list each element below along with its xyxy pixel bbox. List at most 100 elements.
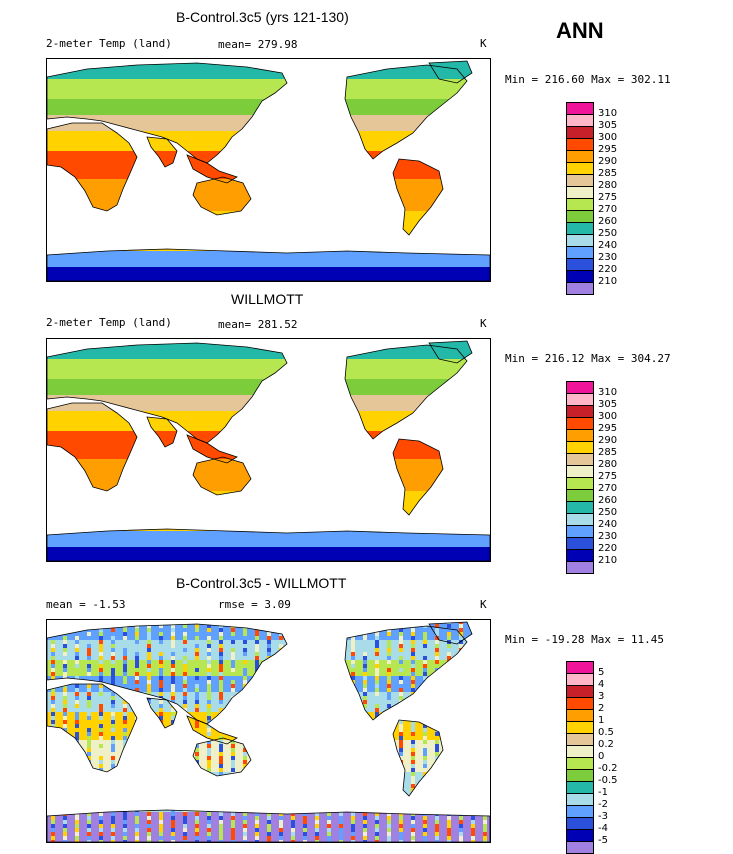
panel2-map (46, 338, 491, 562)
colorbar-box (567, 782, 593, 794)
colorbar-label: 3 (598, 691, 605, 702)
panel2-colorbar (566, 381, 594, 574)
colorbar-label: 0.2 (598, 739, 614, 750)
colorbar-box (567, 550, 593, 562)
panel2-minmax: Min = 216.12 Max = 304.27 (505, 352, 671, 365)
coastline (428, 340, 473, 364)
colorbar-box (567, 187, 593, 199)
colorbar-label: 250 (598, 228, 618, 239)
colorbar-box (567, 710, 593, 722)
colorbar-label: 4 (598, 679, 605, 690)
colorbar-label: 2 (598, 703, 605, 714)
colorbar-box (567, 770, 593, 782)
colorbar-box (567, 454, 593, 466)
colorbar-label: 295 (598, 423, 618, 434)
coastline (47, 402, 138, 492)
colorbar-box (567, 271, 593, 283)
colorbar-label: 5 (598, 667, 605, 678)
panel3-map (46, 619, 491, 843)
colorbar-box (567, 758, 593, 770)
colorbar-box (567, 662, 593, 674)
colorbar-box (567, 430, 593, 442)
colorbar-box (567, 199, 593, 211)
colorbar-label: 290 (598, 156, 618, 167)
colorbar-box (567, 211, 593, 223)
panel3-minmax: Min = -19.28 Max = 11.45 (505, 633, 664, 646)
colorbar-box (567, 127, 593, 139)
colorbar-label: 300 (598, 411, 618, 422)
coastline (47, 683, 138, 773)
colorbar-box (567, 175, 593, 187)
colorbar-label: 240 (598, 519, 618, 530)
colorbar-label: 230 (598, 252, 618, 263)
colorbar-label: -0.5 (598, 775, 618, 786)
colorbar-box (567, 382, 593, 394)
colorbar-label: 275 (598, 192, 618, 203)
colorbar-box (567, 139, 593, 151)
panel1-units: K (480, 37, 487, 50)
colorbar-box (567, 722, 593, 734)
coastline (47, 809, 490, 842)
coastline (47, 62, 288, 164)
coastline (192, 737, 252, 777)
panel3-title: B-Control.3c5 - WILLMOTT (176, 575, 347, 591)
colorbar-box (567, 406, 593, 418)
land-field (47, 341, 490, 561)
colorbar-label: 285 (598, 447, 618, 458)
coastline (344, 625, 468, 721)
colorbar-label: 305 (598, 120, 618, 131)
colorbar-box (567, 418, 593, 430)
coastline (146, 697, 178, 729)
colorbar-label: 300 (598, 132, 618, 143)
colorbar-label: 240 (598, 240, 618, 251)
colorbar-label: -2 (598, 799, 608, 810)
colorbar-box (567, 163, 593, 175)
coastline (47, 528, 490, 561)
land-field (47, 61, 490, 281)
panel1-title: B-Control.3c5 (yrs 121-130) (176, 9, 349, 25)
panel3-rmse-label: rmse = 3.09 (218, 598, 291, 611)
panel1-mean-label: mean= 279.98 (218, 38, 298, 51)
coastline (192, 456, 252, 496)
map-canvas (47, 60, 490, 281)
panel1-map (46, 58, 491, 282)
colorbar-label: 310 (598, 387, 618, 398)
land-field (47, 622, 490, 842)
colorbar-box (567, 115, 593, 127)
colorbar-box (567, 442, 593, 454)
colorbar-label: 305 (598, 399, 618, 410)
map-canvas (47, 621, 490, 842)
colorbar-label: 220 (598, 543, 618, 554)
colorbar-label: -3 (598, 811, 608, 822)
coastline (146, 416, 178, 448)
colorbar-label: 280 (598, 459, 618, 470)
season-label: ANN (556, 18, 604, 43)
coastline (344, 344, 468, 440)
colorbar-box (567, 151, 593, 163)
colorbar-box (567, 734, 593, 746)
colorbar-label: 295 (598, 144, 618, 155)
panel2-title: WILLMOTT (231, 291, 304, 307)
coastline (47, 122, 138, 212)
colorbar-label: 250 (598, 507, 618, 518)
colorbar-label: 220 (598, 264, 618, 275)
colorbar-label: 0.5 (598, 727, 614, 738)
colorbar-box (567, 794, 593, 806)
coastline (146, 136, 178, 168)
colorbar-box (567, 478, 593, 490)
coastline (428, 621, 473, 645)
colorbar-label: 260 (598, 495, 618, 506)
colorbar-box (567, 223, 593, 235)
colorbar-box (567, 247, 593, 259)
coastline (192, 176, 252, 216)
colorbar-box (567, 686, 593, 698)
colorbar-label: 210 (598, 555, 618, 566)
colorbar-box (567, 514, 593, 526)
colorbar-box (567, 538, 593, 550)
colorbar-box (567, 394, 593, 406)
panel2-mean-label: mean= 281.52 (218, 318, 298, 331)
colorbar-label: 210 (598, 276, 618, 287)
colorbar-box (567, 746, 593, 758)
map-canvas (47, 340, 490, 561)
colorbar-label: -5 (598, 835, 608, 846)
